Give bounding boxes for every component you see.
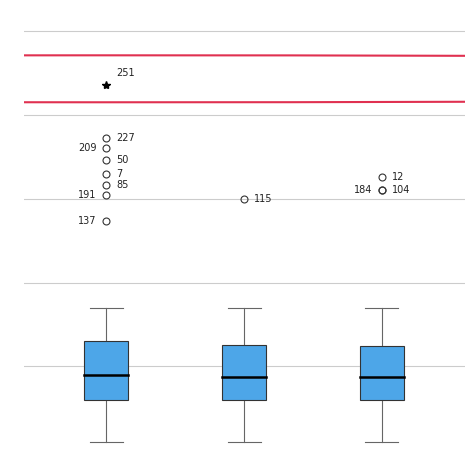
Text: 209: 209: [78, 144, 97, 154]
Bar: [222, 345, 266, 400]
Text: 184: 184: [354, 185, 372, 195]
Text: 85: 85: [116, 180, 128, 190]
Text: 12: 12: [392, 172, 404, 182]
Text: 104: 104: [392, 185, 410, 195]
Text: 50: 50: [116, 155, 128, 165]
Text: 137: 137: [78, 216, 97, 226]
Text: 251: 251: [116, 68, 135, 78]
Bar: [84, 341, 128, 400]
Bar: [360, 346, 404, 400]
Text: 227: 227: [116, 133, 135, 143]
Text: 7: 7: [116, 169, 122, 179]
Text: 191: 191: [78, 191, 97, 201]
Text: 115: 115: [254, 194, 272, 204]
